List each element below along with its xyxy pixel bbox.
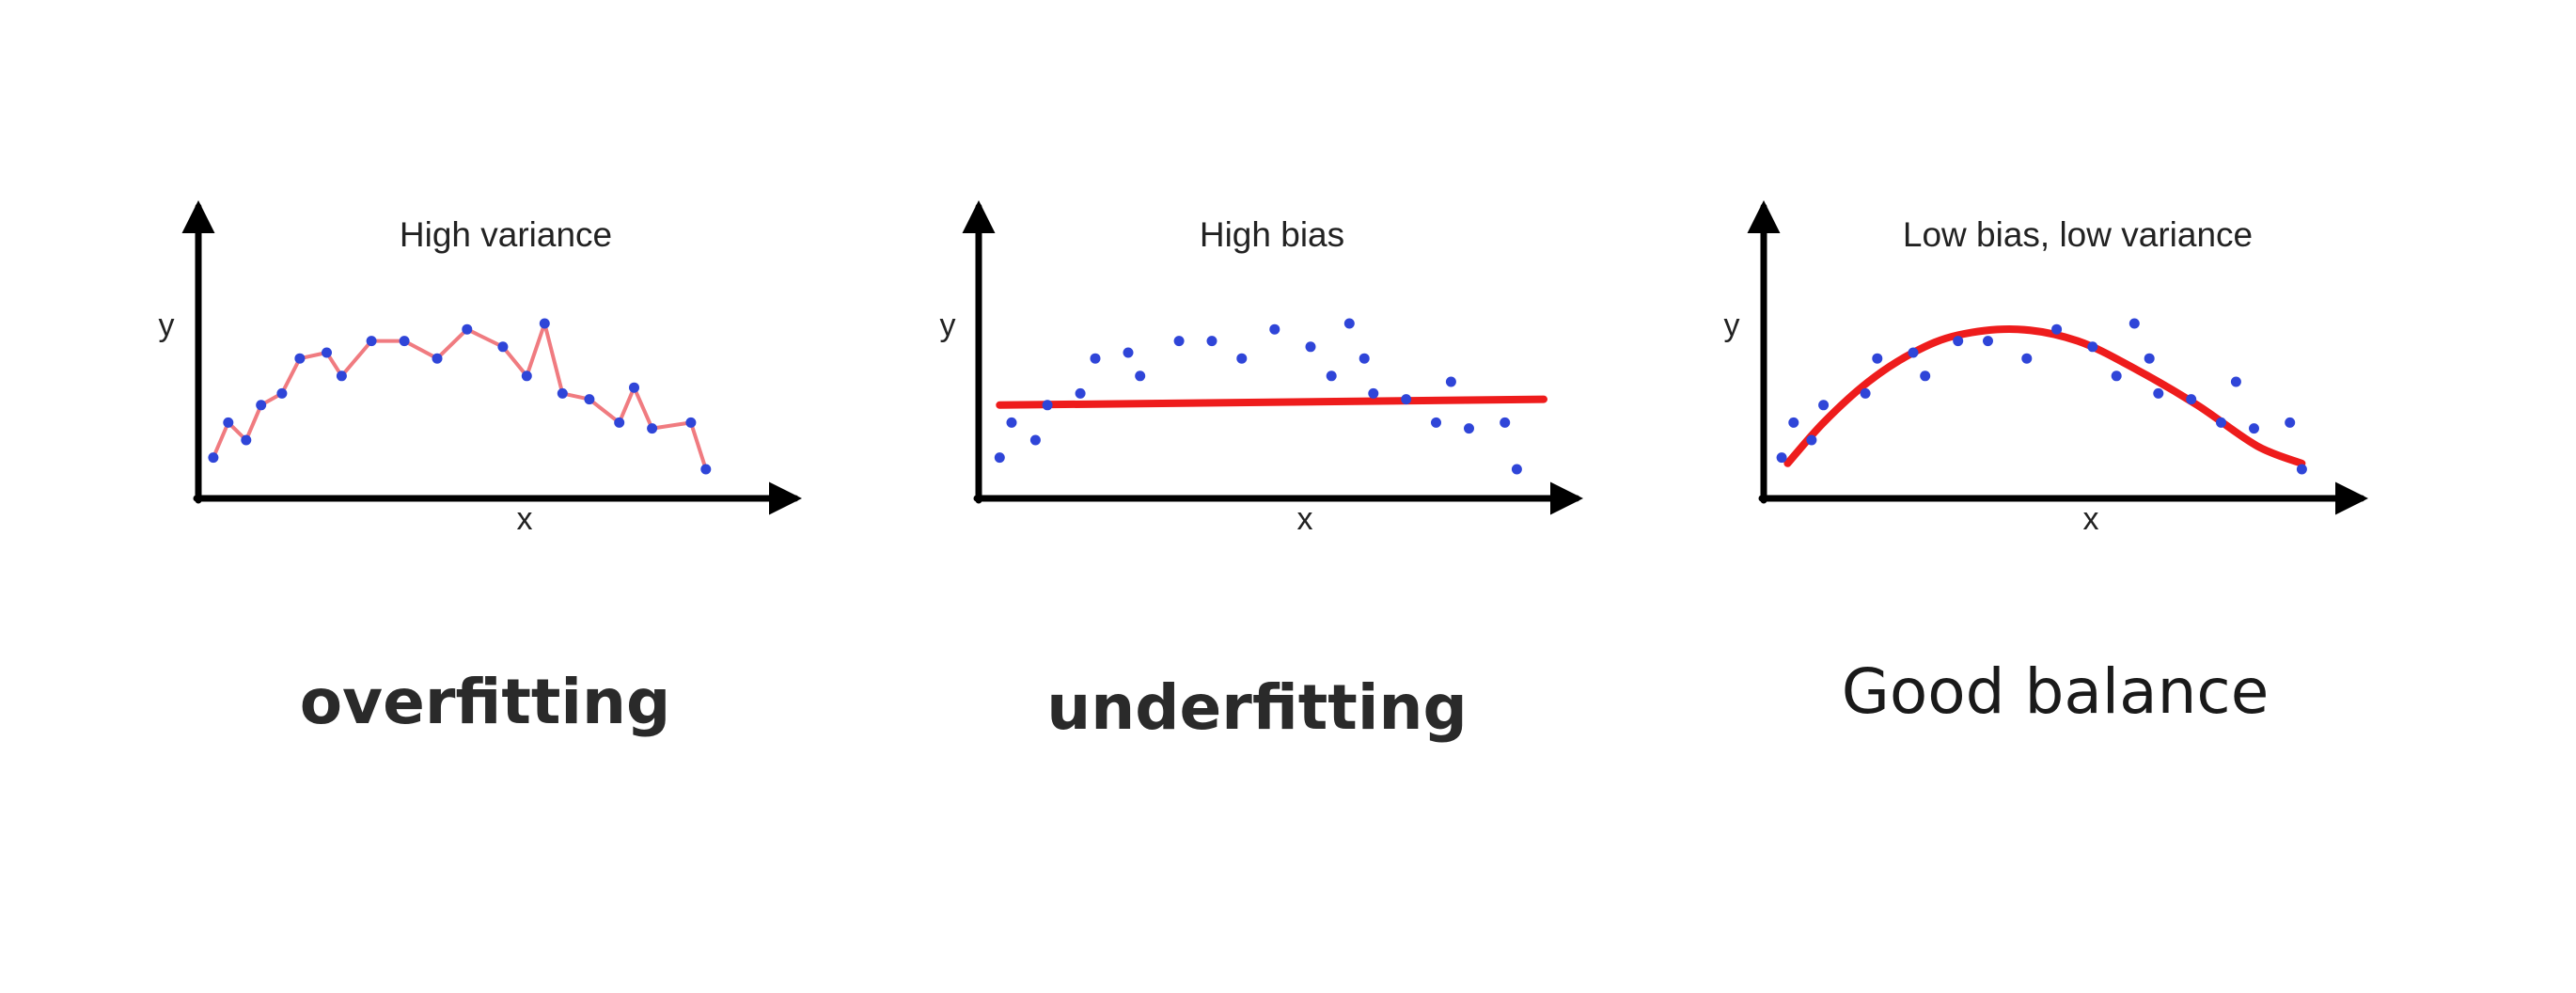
data-point-5: [1860, 387, 1871, 399]
data-point-4: [256, 400, 267, 411]
y-axis-label: y: [159, 307, 175, 343]
data-point-3: [241, 434, 252, 446]
data-point-20: [1445, 376, 1456, 387]
data-point-9: [1953, 336, 1964, 347]
data-point-8: [1920, 370, 1931, 382]
data-point-11: [1236, 353, 1248, 364]
data-point-14: [1326, 370, 1337, 382]
caption-underfitting: underfitting: [1046, 671, 1467, 744]
data-point-22: [1500, 417, 1511, 428]
caption-overfitting: overfitting: [300, 666, 671, 738]
data-point-18: [614, 417, 625, 428]
data-point-18: [1401, 394, 1412, 405]
chart-title-high-variance: High variance: [400, 215, 612, 254]
data-point-20: [2230, 376, 2241, 387]
data-point-21: [2249, 423, 2259, 434]
data-point-21: [1464, 423, 1474, 434]
data-point-4: [1818, 400, 1830, 411]
data-point-7: [1908, 347, 1919, 358]
data-point-7: [322, 347, 332, 358]
data-point-17: [584, 394, 595, 405]
data-point-10: [399, 336, 410, 347]
plot-area-overfitting: [181, 200, 802, 515]
data-point-13: [2087, 341, 2098, 353]
data-point-7: [1123, 347, 1134, 358]
chart-title-low-bias-low-variance: Low bias, low variance: [1903, 215, 2253, 254]
data-point-13: [497, 341, 509, 353]
data-point-17: [1368, 387, 1379, 399]
y-axis-label: y: [940, 307, 956, 343]
data-point-9: [366, 336, 377, 347]
panel-good-balance: Low bias, low variance y x Good balance: [1724, 200, 2368, 728]
data-point-21: [685, 417, 697, 428]
data-point-12: [462, 323, 473, 335]
data-point-2: [223, 417, 234, 428]
data-point-14: [521, 370, 532, 382]
data-point-2: [1788, 417, 1799, 428]
curve-fit-line: [1783, 325, 2306, 467]
data-point-18: [2186, 394, 2197, 405]
data-point-15: [1343, 318, 1355, 329]
data-point-12: [2051, 323, 2063, 335]
data-point-14: [2111, 370, 2122, 382]
data-point-16: [2144, 353, 2155, 364]
data-point-8: [1135, 370, 1146, 382]
panel-overfitting: High variance y x overfitting: [159, 200, 802, 738]
data-point-11: [2021, 353, 2033, 364]
data-point-15: [539, 318, 550, 329]
data-point-6: [1090, 353, 1101, 364]
chart-title-high-bias: High bias: [1200, 215, 1344, 254]
data-point-3: [1029, 434, 1041, 446]
data-point-9: [1173, 336, 1185, 347]
data-point-1: [1776, 452, 1787, 464]
data-point-5: [1075, 387, 1086, 399]
data-point-17: [2153, 387, 2164, 399]
x-axis-label: x: [1297, 501, 1313, 537]
data-point-22: [2285, 417, 2296, 428]
data-point-12: [1269, 323, 1280, 335]
overfit-line: [211, 322, 708, 471]
data-point-6: [1872, 353, 1883, 364]
linear-fit-line: [996, 395, 1547, 409]
data-point-16: [557, 387, 568, 399]
data-point-23: [2296, 464, 2307, 475]
caption-good-balance: Good balance: [1842, 655, 2270, 728]
data-point-13: [1305, 341, 1316, 353]
data-point-19: [1431, 417, 1441, 428]
data-point-4: [1042, 400, 1053, 411]
data-point-19: [2216, 417, 2226, 428]
x-axis-label: x: [2083, 501, 2099, 537]
data-point-20: [647, 423, 658, 434]
data-point-10: [1206, 336, 1217, 347]
data-point-23: [1511, 464, 1522, 475]
data-point-15: [2128, 318, 2140, 329]
data-point-16: [1359, 353, 1370, 364]
data-point-10: [1983, 336, 1993, 347]
data-point-6: [294, 353, 306, 364]
y-axis-label: y: [1724, 307, 1740, 343]
data-point-1: [208, 452, 219, 464]
plot-area-underfitting: [962, 200, 1583, 515]
data-point-8: [336, 370, 347, 382]
panel-underfitting: High bias y x underfitting: [940, 200, 1583, 744]
data-point-3: [1806, 434, 1817, 446]
data-point-19: [629, 382, 639, 393]
data-point-2: [1006, 417, 1017, 428]
data-point-1: [994, 452, 1005, 464]
data-point-11: [432, 353, 443, 364]
data-point-5: [276, 387, 288, 399]
plot-area-good-balance: [1747, 200, 2368, 515]
x-axis-label: x: [517, 501, 533, 537]
data-point-22: [700, 464, 712, 475]
